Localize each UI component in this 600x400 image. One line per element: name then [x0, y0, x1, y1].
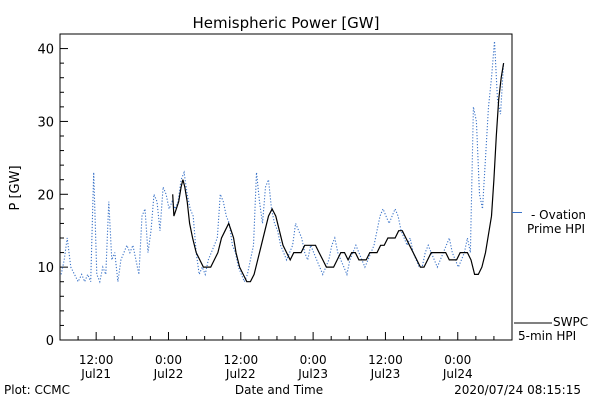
legend-swpc-label-line2: 5-min HPI — [518, 329, 576, 343]
x-tick-time-label: 0:00 — [444, 353, 471, 367]
x-tick-date-label: Jul21 — [80, 367, 111, 381]
y-tick-label: 0 — [46, 334, 54, 349]
x-tick-date-label: Jul22 — [225, 367, 256, 381]
legend-ovation-label-line2: Prime HPI — [527, 222, 585, 236]
series-line-swpc — [172, 63, 505, 283]
legend-ovation-label-line1: - Ovation — [531, 208, 586, 222]
y-tick-label: 30 — [37, 115, 54, 130]
x-tick-date-label: Jul24 — [442, 367, 473, 381]
y-axis-label: P [GW] — [8, 165, 23, 210]
x-tick-time-label: 12:00 — [79, 353, 114, 367]
plot-area-frame — [59, 33, 513, 341]
plot-timestamp: 2020/07/24 08:15:15 — [454, 383, 581, 397]
y-tick-label: 40 — [37, 43, 54, 58]
x-tick-date-label: Jul23 — [370, 367, 401, 381]
x-tick-time-label: 0:00 — [155, 353, 182, 367]
chart-title: Hemispheric Power [GW] — [193, 14, 380, 32]
x-tick-time-label: 12:00 — [224, 353, 259, 367]
series-line-ovation-prime — [60, 41, 505, 284]
legend-swpc-label-line1: SWPC — [553, 315, 588, 329]
x-tick-date-label: Jul23 — [297, 367, 328, 381]
plot-credit: Plot: CCMC — [4, 383, 70, 397]
y-tick-label: 10 — [37, 261, 54, 276]
x-tick-date-label: Jul22 — [153, 367, 184, 381]
x-axis-label: Date and Time — [235, 383, 323, 397]
x-axis-ticks: 12:00Jul210:00Jul2212:00Jul220:00Jul2312… — [59, 332, 495, 381]
y-axis-ticks: 0 10 20 30 40 — [37, 43, 68, 349]
y-tick-label: 20 — [37, 188, 54, 203]
series-layer — [60, 41, 522, 284]
x-tick-time-label: 12:00 — [368, 353, 403, 367]
x-tick-time-label: 0:00 — [300, 353, 327, 367]
